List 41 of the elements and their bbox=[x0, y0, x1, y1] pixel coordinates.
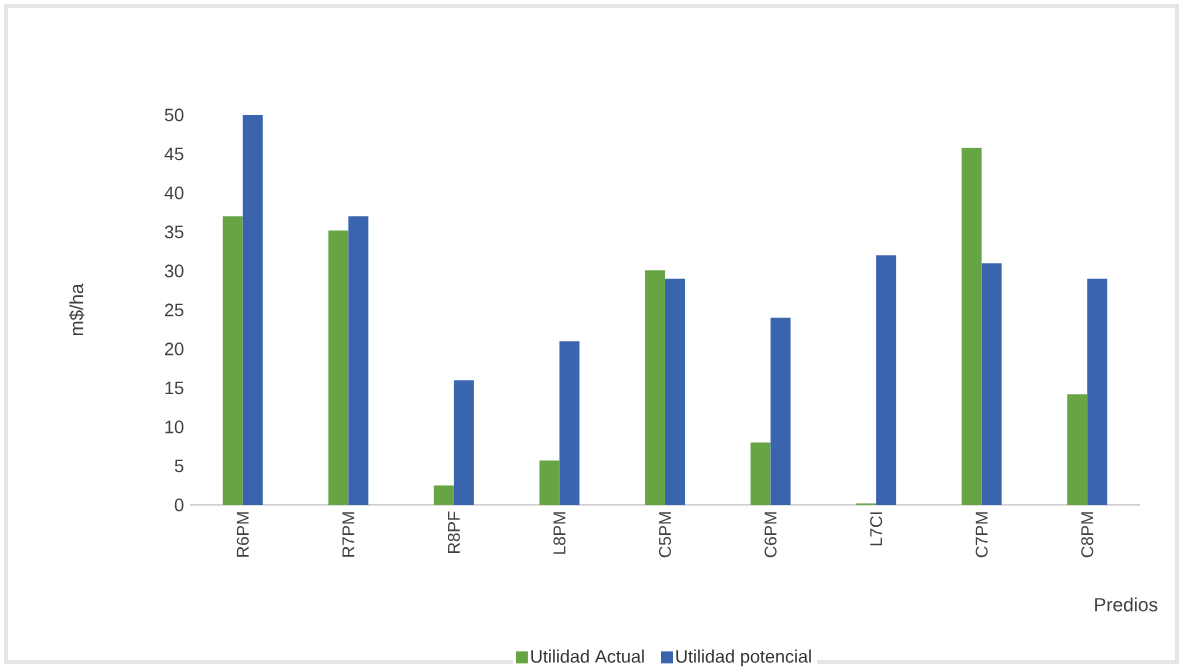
bar bbox=[1087, 278, 1108, 505]
x-tick-label: R7PM bbox=[342, 512, 355, 557]
y-tick-label: 45 bbox=[164, 147, 184, 161]
y-tick-label: 25 bbox=[165, 303, 184, 317]
bar bbox=[242, 114, 263, 505]
bar bbox=[539, 460, 560, 505]
y-tick-label: 40 bbox=[164, 186, 184, 200]
bar bbox=[433, 485, 454, 505]
y-tick-label: 10 bbox=[165, 420, 184, 434]
x-tick-label: L7CI bbox=[870, 512, 883, 546]
x-tick-label: R8PF bbox=[447, 511, 460, 553]
y-tick-label: 50 bbox=[164, 108, 184, 122]
y-tick-label: 30 bbox=[164, 264, 184, 278]
x-tick-label: L8PM bbox=[553, 512, 566, 554]
bar bbox=[1067, 394, 1088, 505]
x-tick-label: R6PM bbox=[236, 512, 249, 557]
x-tick-label: C5PM bbox=[658, 512, 672, 558]
y-tick-label: 35 bbox=[164, 225, 184, 239]
bar bbox=[876, 255, 897, 505]
y-tick-label: 20 bbox=[165, 342, 184, 356]
legend-label: Utilidad Actual bbox=[531, 649, 644, 663]
bar bbox=[328, 230, 349, 505]
x-tick-label: C8PM bbox=[1081, 512, 1094, 558]
y-axis-title: m$/ha bbox=[69, 283, 85, 336]
x-axis-title: Predios bbox=[1095, 597, 1158, 612]
x-tick-label: C7PM bbox=[975, 512, 988, 558]
legend-label: Utilidad potencial bbox=[676, 649, 811, 667]
y-tick-label: 15 bbox=[165, 381, 184, 395]
bar bbox=[348, 216, 369, 505]
bar bbox=[750, 442, 771, 505]
x-tick-label: C6PM bbox=[764, 512, 777, 558]
bar bbox=[559, 341, 580, 505]
y-tick-label: 0 bbox=[174, 498, 184, 512]
bar bbox=[222, 216, 243, 505]
y-tick-label: 5 bbox=[174, 459, 184, 473]
bar bbox=[644, 270, 665, 505]
bar bbox=[453, 380, 474, 505]
bar bbox=[664, 278, 685, 505]
bar bbox=[770, 317, 791, 505]
bar bbox=[981, 263, 1002, 505]
bar bbox=[961, 147, 982, 505]
